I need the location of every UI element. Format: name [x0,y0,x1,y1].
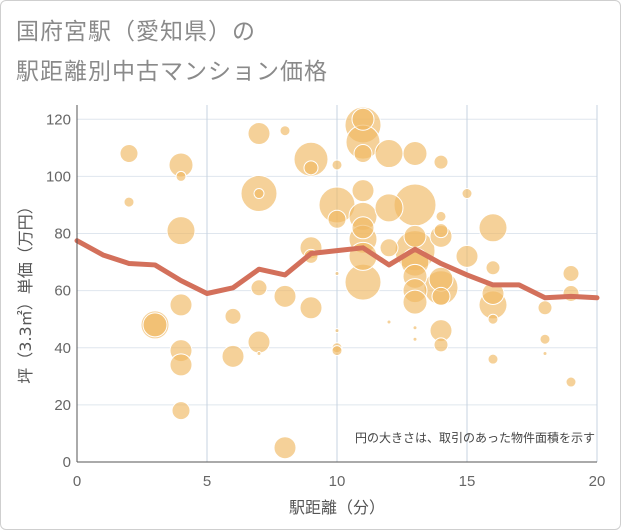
bubble-point [353,144,373,164]
bubble-point [250,279,268,297]
bubble-point [327,209,347,229]
bubble-point [374,193,404,223]
bubble-point [433,223,449,239]
bubble-point [403,224,427,248]
y-tick-label: 100 [46,168,71,185]
bubble-point [374,139,404,169]
bubble-point [565,376,577,388]
bubble-point [433,154,449,170]
bubble-point [386,319,392,325]
bubble-size-note: 円の大きさは、取引のあった物件面積を示す [355,430,595,445]
y-axis-label: 坪（3.3㎡）単価（万円） [16,198,35,383]
bubble-point [331,159,343,171]
bubble-point [331,345,343,357]
bubble-point [166,216,196,246]
bubble-point [431,286,451,306]
average-price-line [74,238,600,301]
bubble-point [487,313,499,325]
bubble-point [435,210,447,222]
bubble-point [247,122,271,146]
bubble-point [487,353,499,365]
bubble-point [256,350,262,356]
bubble-point [303,160,319,176]
bubble-point [537,300,553,316]
bubble-point [169,353,193,377]
chart-title-line2: 駅距離別中古マンション価格 [16,59,328,85]
bubble-point [169,293,193,317]
bubble-point [119,144,139,164]
bubble-point [293,141,329,177]
bubble-point [224,307,242,325]
bubble-point [123,196,135,208]
bubble-point [351,179,375,203]
chart-title-line1: 国府宮駅（愛知県）の [16,19,256,45]
y-tick-label: 120 [46,111,71,128]
bubble-series [119,106,580,460]
bubble-point [379,238,399,258]
bubble-point [142,312,168,338]
bubble-point [542,350,548,356]
bubble-point [402,289,428,315]
bubble-point [562,265,580,283]
bubble-point [539,333,551,345]
bubble-point [221,344,245,368]
bubble-point [412,325,418,331]
axes: 0 20 40 60 80 100 120 0 5 10 15 20 [46,105,605,490]
trend-line-series [74,238,600,301]
x-tick-label: 15 [459,473,476,490]
bubble-point [279,125,291,137]
x-tick-label: 0 [73,473,81,490]
bubble-point [299,296,323,320]
bubble-point [461,188,473,200]
bubble-point [485,260,501,276]
bubble-point [455,244,479,268]
y-tick-label: 60 [54,283,71,300]
bubble-point [433,337,449,353]
y-tick-label: 40 [54,340,71,357]
bubble-point [478,213,508,243]
x-tick-label: 5 [203,473,211,490]
bubble-point [273,436,297,460]
bubble-point [412,336,418,342]
bubble-point [171,401,191,421]
bubble-point [351,107,375,131]
bubble-point [253,188,265,200]
bubble-point [334,328,340,334]
y-tick-label: 0 [63,454,71,471]
x-axis-label: 駅距離（分） [289,498,385,517]
bubble-point [351,216,375,240]
y-tick-label: 80 [54,226,71,243]
bubble-point [175,170,187,182]
bubble-point [247,330,271,354]
y-tick-label: 20 [54,397,71,414]
bubble-point [334,271,340,277]
x-tick-label: 10 [329,473,346,490]
x-tick-label: 20 [589,473,606,490]
bubble-point [273,284,297,308]
bubble-point [402,141,428,167]
